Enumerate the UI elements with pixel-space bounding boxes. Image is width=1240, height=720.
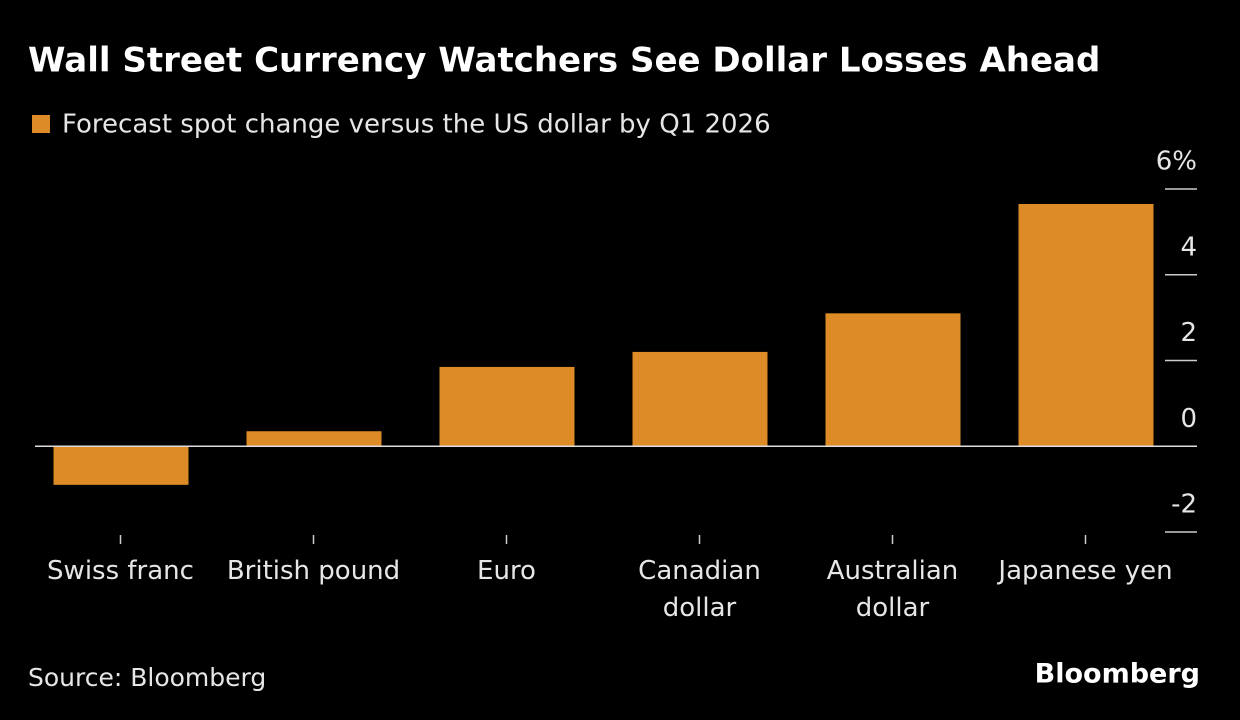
bar — [53, 446, 189, 485]
bar — [246, 431, 382, 447]
source: Source: Bloomberg — [28, 663, 266, 692]
y-tick-label: 6% — [1156, 147, 1197, 177]
y-tick-label: -2 — [1171, 490, 1197, 520]
bar — [825, 313, 961, 447]
x-tick-label: Euro — [477, 556, 536, 586]
legend-label: Forecast spot change versus the US dolla… — [62, 110, 771, 140]
y-tick-label: 0 — [1180, 404, 1197, 434]
legend-swatch — [32, 115, 50, 133]
x-tick-label: Australian dollar — [826, 556, 959, 623]
y-tick-label: 4 — [1180, 232, 1197, 262]
y-tick-label: 2 — [1180, 318, 1197, 348]
x-tick-label: British pound — [226, 556, 401, 586]
chart-title: Wall Street Currency Watchers See Dollar… — [28, 41, 1100, 81]
bar — [632, 351, 768, 447]
bar — [439, 366, 575, 447]
bar — [1018, 204, 1154, 447]
brand-logo: Bloomberg — [1035, 659, 1200, 690]
x-tick-label: Swiss franc — [47, 556, 194, 586]
x-tick-label: Canadian dollar — [638, 556, 761, 623]
x-tick-label: Japanese yen — [998, 556, 1173, 586]
